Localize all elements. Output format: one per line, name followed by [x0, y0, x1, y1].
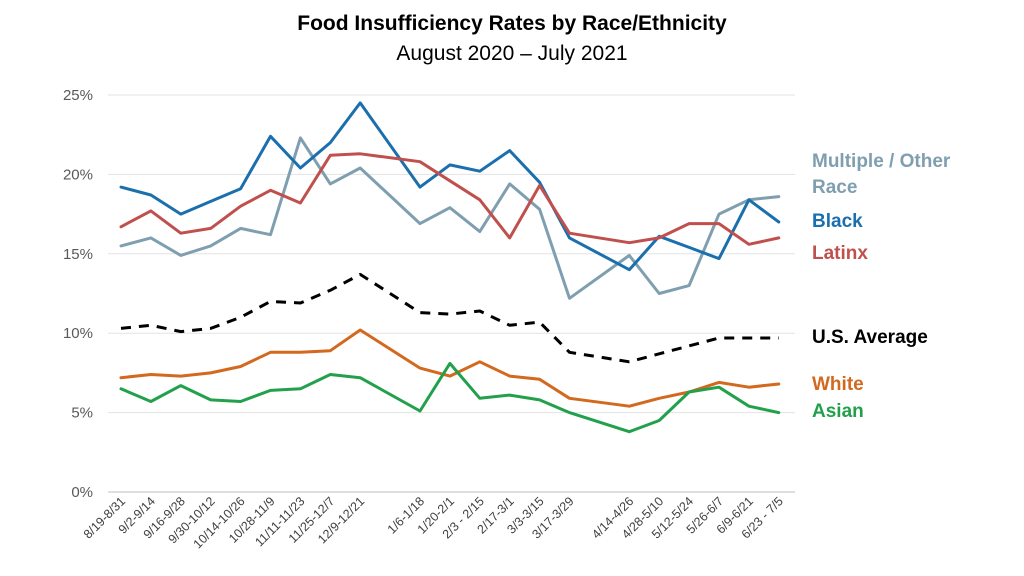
legend-label: Latinx — [812, 243, 868, 264]
series-line-asian — [119, 361, 781, 434]
series-line-latinx — [119, 152, 781, 246]
y-tick-label: 10% — [63, 325, 93, 342]
legend-label: Multiple / Other — [812, 151, 951, 172]
legend: Multiple / Other Race Black Latinx U.S. Aver… — [812, 151, 951, 422]
series-line-multiple-other-race — [119, 136, 781, 300]
y-tick-label: 20% — [63, 166, 93, 183]
y-axis-ticks: 0% 5% 10% 15% 20% 25% — [63, 87, 93, 501]
legend-label: White — [812, 374, 864, 395]
x-tick-label: 8/19-8/31 — [81, 494, 128, 541]
series-line-black — [119, 101, 781, 272]
chart-subtitle: August 2020 – July 2021 — [396, 42, 628, 65]
y-tick-label: 25% — [63, 87, 93, 104]
y-tick-label: 5% — [71, 405, 93, 422]
legend-label: Race — [812, 177, 857, 198]
series-line-u-s-average — [120, 272, 779, 364]
series-line-white — [119, 328, 781, 408]
legend-label: U.S. Average — [812, 327, 928, 348]
legend-label: Black — [812, 211, 863, 232]
y-tick-label: 0% — [71, 484, 93, 501]
y-tick-label: 15% — [63, 246, 93, 263]
legend-label: Asian — [812, 401, 864, 422]
series-lines — [119, 101, 781, 434]
x-axis-ticks: 8/19-8/319/2-9/149/16-9/289/30-10/1210/1… — [81, 494, 786, 551]
chart-title: Food Insufficiency Rates by Race/Ethnici… — [297, 12, 727, 35]
gridlines — [108, 94, 795, 493]
